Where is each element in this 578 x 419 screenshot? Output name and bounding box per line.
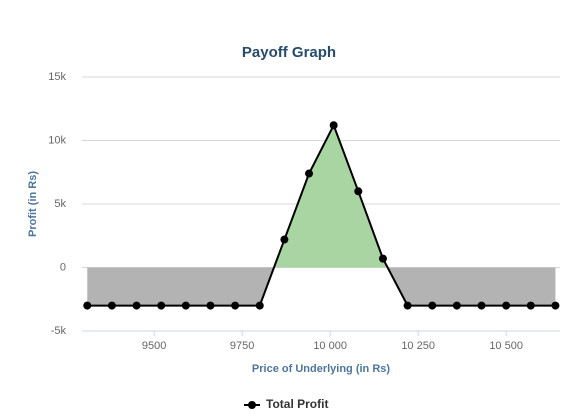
point xyxy=(132,301,141,310)
point xyxy=(206,301,215,310)
point xyxy=(378,254,387,263)
x-tick-label: 10 250 xyxy=(401,340,435,352)
y-tick-label: -5k xyxy=(51,325,67,337)
point xyxy=(354,187,363,196)
legend-marker xyxy=(248,401,256,409)
point xyxy=(502,301,511,310)
x-tick-label: 10 500 xyxy=(489,340,523,352)
legend-label: Total Profit xyxy=(266,397,328,411)
point xyxy=(280,235,289,244)
point xyxy=(157,301,166,310)
point xyxy=(428,301,437,310)
point xyxy=(83,301,92,310)
point xyxy=(181,301,190,310)
area-positive xyxy=(87,125,556,268)
x-tick-label: 10 000 xyxy=(313,340,347,352)
y-tick-label: 10k xyxy=(48,134,66,146)
point xyxy=(107,301,116,310)
x-tick-label: 9500 xyxy=(142,340,166,352)
point xyxy=(477,301,486,310)
point xyxy=(403,301,412,310)
y-tick-label: 15k xyxy=(48,71,66,83)
point xyxy=(452,301,461,310)
x-tick-label: 9750 xyxy=(230,340,254,352)
area-negative xyxy=(87,267,556,306)
y-tick-label: 0 xyxy=(60,261,66,273)
x-axis-title: Price of Underlying (in Rs) xyxy=(252,363,390,375)
y-tick-label: 5k xyxy=(54,198,66,210)
y-axis-title: Profit (in Rs) xyxy=(27,171,39,237)
point xyxy=(526,301,535,310)
chart-title: Payoff Graph xyxy=(242,44,336,61)
point xyxy=(551,301,560,310)
line xyxy=(87,122,556,307)
point xyxy=(329,121,338,130)
point xyxy=(255,301,264,310)
point xyxy=(231,301,240,310)
point xyxy=(305,169,314,178)
